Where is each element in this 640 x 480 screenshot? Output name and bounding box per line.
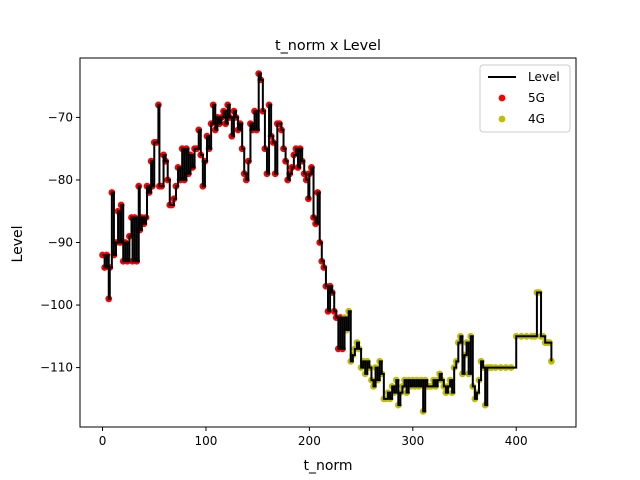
y-tick-label: −90: [48, 236, 73, 250]
legend: Level 5G 4G: [479, 64, 571, 133]
plot-area: 0 100 200 300 400 −110 −100 −90 −80 −70: [40, 57, 577, 448]
y-axis-label: Level: [10, 226, 26, 263]
x-tick-label: 200: [298, 434, 321, 448]
chart-title: t_norm x Level: [275, 38, 381, 54]
legend-label: 5G: [528, 91, 545, 105]
legend-marker-swatch: [498, 94, 506, 102]
legend-box: [479, 64, 571, 133]
legend-label: 4G: [528, 112, 545, 126]
legend-label: Level: [528, 70, 560, 84]
y-tick-label: −100: [40, 298, 73, 312]
x-axis-label: t_norm: [303, 458, 352, 474]
x-tick-label: 400: [505, 434, 528, 448]
x-tick-label: 0: [99, 434, 107, 448]
y-tick-label: −80: [48, 173, 73, 187]
legend-marker-swatch: [498, 115, 506, 123]
level-line: [102, 72, 553, 413]
y-tick-label: −110: [40, 361, 73, 375]
y-tick-label: −70: [48, 110, 73, 124]
x-tick-label: 100: [195, 434, 218, 448]
x-tick-label: 300: [401, 434, 424, 448]
